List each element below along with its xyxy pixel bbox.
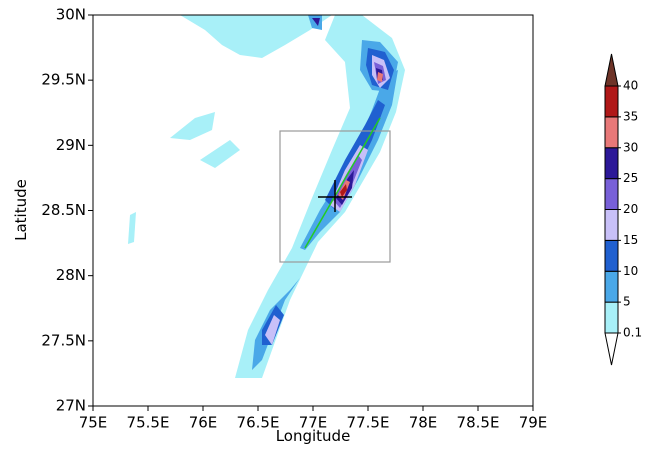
colorbar-segment xyxy=(604,85,619,118)
axes: 75E 75.5E 76E 76.5E 77E 77.5E 78E 78.5E 79E 27N 27… xyxy=(41,6,547,432)
x-tick-label: 75E xyxy=(79,414,108,432)
shade-lavender xyxy=(265,315,280,345)
y-tick-label: 28N xyxy=(56,266,86,284)
shade-red xyxy=(340,184,347,197)
shade-light xyxy=(170,112,215,140)
y-tick-label: 28.5N xyxy=(41,201,86,219)
x-tick-label: 75.5E xyxy=(127,414,170,432)
x-tick-label: 76E xyxy=(189,414,218,432)
y-tick-label: 29N xyxy=(56,136,86,154)
colorbar-segment xyxy=(604,116,619,149)
colorbar-segment xyxy=(604,147,619,180)
colorbar-label: 40 xyxy=(623,79,638,93)
x-axis-label: Longitude xyxy=(276,427,351,445)
y-tick-label: 29.5N xyxy=(41,71,86,89)
y-tick-label: 30N xyxy=(56,6,86,24)
colorbar-label: 0.1 xyxy=(623,326,642,340)
x-tick-label: 76.5E xyxy=(237,414,280,432)
colorbar-extend-high xyxy=(604,53,619,87)
x-tick-label: 78.5E xyxy=(457,414,500,432)
colorbar-label: 25 xyxy=(623,171,638,185)
track-line xyxy=(304,117,381,249)
y-tick-label: 27N xyxy=(56,397,86,415)
shade-navy xyxy=(312,18,320,26)
shade-light xyxy=(180,15,332,58)
y-axis-label: Latitude xyxy=(12,179,30,241)
shade-light xyxy=(200,140,240,168)
colorbar-label: 5 xyxy=(623,295,631,309)
colorbar: 0.1 5 10 15 20 25 30 35 40 xyxy=(604,53,642,366)
shade-mid xyxy=(252,278,300,370)
subdomain-box xyxy=(279,130,391,263)
x-tick-label: 79E xyxy=(519,414,548,432)
colorbar-label: 20 xyxy=(623,202,638,216)
colorbar-label: 30 xyxy=(623,140,638,154)
colorbar-segment xyxy=(604,209,619,241)
colorbar-segment xyxy=(604,270,619,303)
colorbar-extend-low xyxy=(604,332,619,366)
x-tick-label: 77.5E xyxy=(347,414,390,432)
colorbar-segment xyxy=(604,178,619,210)
colorbar-segment xyxy=(604,301,619,334)
y-tick-label: 27.5N xyxy=(41,331,86,349)
x-tick-label: 78E xyxy=(409,414,438,432)
x-tick-label: 77E xyxy=(299,414,328,432)
colorbar-label: 35 xyxy=(623,109,638,123)
shade-red-light xyxy=(377,72,383,82)
colorbar-label: 15 xyxy=(623,233,638,247)
field-shading xyxy=(128,15,405,378)
shade-light xyxy=(128,212,136,244)
colorbar-label: 10 xyxy=(623,264,638,278)
colorbar-segment xyxy=(604,239,619,272)
